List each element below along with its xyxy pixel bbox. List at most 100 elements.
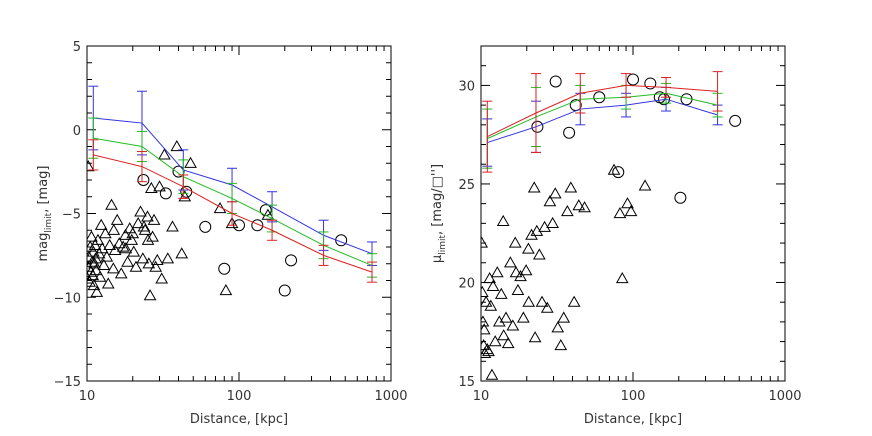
triangle-point (613, 206, 627, 219)
y-tick-label: 15 (458, 375, 475, 390)
triangle-point (527, 181, 541, 193)
limit-line (93, 117, 373, 255)
circle-point (137, 174, 150, 186)
circle-point (218, 262, 231, 275)
x-tick-label: 100 (621, 389, 646, 404)
triangle-point (494, 287, 508, 299)
triangle-point (543, 195, 557, 207)
triangle-point (481, 285, 489, 297)
triangle-point (517, 311, 530, 323)
circle-point (172, 165, 185, 178)
triangle-point (87, 160, 95, 172)
x-axis-label: Distance, [kpc] (584, 412, 682, 427)
triangle-point (141, 210, 154, 222)
circle-point (729, 114, 742, 127)
triangle-point (482, 344, 495, 357)
triangle-point (548, 187, 562, 199)
triangle-point (538, 220, 551, 232)
triangle-point (213, 201, 227, 214)
triangle-point (175, 247, 189, 259)
triangle-point (110, 213, 124, 225)
triangle-point (91, 233, 105, 245)
triangle-point (87, 275, 96, 287)
circle-point (644, 77, 657, 90)
triangle-point (103, 238, 117, 250)
y-axis-label: maglimit, [mag] (36, 166, 54, 262)
triangle-point (87, 245, 100, 257)
triangle-point (144, 181, 158, 193)
triangle-point (530, 224, 544, 236)
triangle-point (93, 270, 107, 282)
triangle-point (143, 289, 157, 301)
triangle-point (528, 331, 542, 343)
circle-point (627, 73, 639, 86)
y-tick-label: −10 (54, 291, 81, 306)
triangle-point (483, 272, 497, 284)
triangle-point (137, 220, 151, 232)
triangle-point (141, 233, 155, 245)
y-axis-label-subscript: limit (44, 212, 54, 232)
triangle-point (615, 272, 629, 284)
triangle-point (100, 250, 114, 262)
y-axis-label-subscript: limit (438, 235, 448, 255)
x-tick-label: 10 (473, 389, 490, 404)
triangle-point (621, 197, 634, 209)
limit-line (93, 154, 373, 273)
y-tick-label: −5 (62, 208, 81, 223)
circle-point (549, 75, 562, 88)
triangle-point (90, 285, 104, 297)
triangle-point (147, 213, 161, 225)
triangle-point (557, 311, 571, 323)
triangle-point (146, 230, 159, 242)
triangle-point (497, 329, 511, 341)
y-axis-label-unit: , [mag] (36, 166, 51, 213)
triangle-point (508, 236, 522, 248)
left-panel: 10 100 1000 −15 −10 −5 0 5 Distance, [kpc] maglim… (36, 40, 408, 427)
triangle-point (166, 220, 179, 232)
triangle-point (94, 218, 108, 230)
circle-point (251, 219, 264, 232)
right-panel: 10 100 1000 15 20 25 30 Distance, [kpc] μlimit, … (430, 45, 802, 427)
triangle-point (525, 228, 538, 240)
triangle-point (514, 270, 527, 282)
triangle-point (98, 227, 112, 239)
triangle-point (503, 256, 517, 268)
triangle-point (138, 223, 152, 235)
triangle-point (481, 236, 489, 248)
triangle-point (564, 181, 578, 193)
triangle-point (607, 163, 621, 175)
circle-point (285, 254, 298, 267)
triangle-point (184, 156, 197, 168)
triangle-point (101, 277, 115, 289)
plot-area (481, 71, 742, 380)
triangle-point (153, 180, 166, 192)
y-axis-label-unit: , [mag/□''] (430, 164, 445, 235)
triangle-point (142, 257, 156, 269)
circle-point (199, 220, 212, 233)
triangle-point (121, 255, 134, 267)
triangle-point (136, 252, 150, 264)
triangle-point (127, 245, 141, 257)
triangle-point (87, 255, 99, 267)
triangle-point (105, 198, 118, 210)
x-tick-label: 10 (79, 389, 96, 404)
triangle-point (546, 216, 559, 228)
triangle-point (134, 205, 147, 217)
triangle-point (561, 205, 574, 217)
circle-point (563, 126, 576, 139)
x-tick-label: 1000 (374, 389, 407, 404)
triangle-point (114, 267, 128, 279)
triangle-point (119, 242, 133, 254)
triangle-point (578, 201, 591, 213)
triangle-point (486, 279, 500, 292)
triangle-point (116, 240, 130, 252)
x-tick-label: 100 (227, 389, 252, 404)
triangle-point (488, 335, 502, 347)
triangle-point (481, 323, 491, 335)
y-axis-label-symbol: μ (430, 255, 445, 263)
triangle-point (511, 283, 525, 295)
triangle-point (125, 233, 139, 245)
triangle-point (87, 279, 101, 291)
triangle-point (540, 301, 554, 313)
triangle-point (522, 295, 536, 307)
